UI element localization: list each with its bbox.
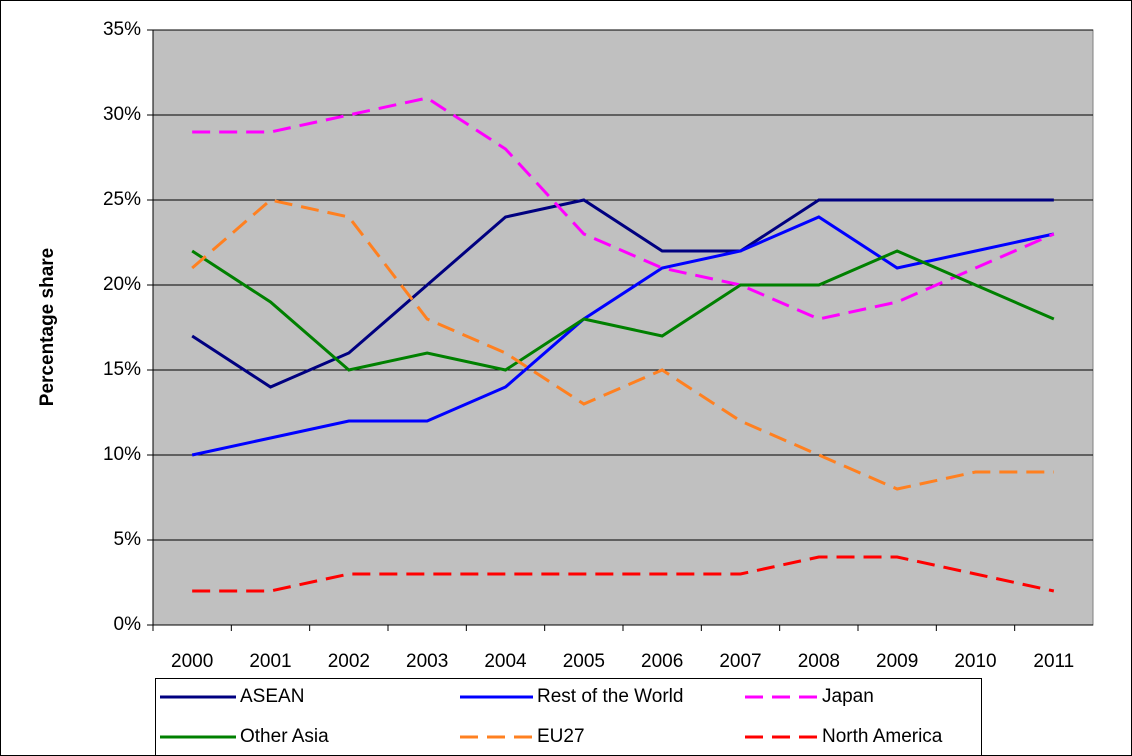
x-tick-label: 2008 — [798, 651, 840, 672]
legend-label: North America — [822, 726, 943, 747]
legend-label: Other Asia — [240, 726, 329, 747]
y-tick-label: 25% — [103, 189, 141, 210]
x-tick-label: 2006 — [641, 651, 683, 672]
legend-label: Japan — [822, 686, 874, 707]
x-tick-label: 2001 — [249, 651, 291, 672]
series-line — [192, 555, 1055, 593]
x-tick-label: 2009 — [876, 651, 918, 672]
x-tick-label: 2003 — [406, 651, 448, 672]
x-tick-label: 2005 — [563, 651, 605, 672]
series-line — [191, 215, 1055, 457]
legend — [155, 678, 982, 756]
y-tick-label: 10% — [103, 444, 141, 465]
y-axis-label: Percentage share — [37, 248, 58, 406]
x-tick-label: 2002 — [328, 651, 370, 672]
x-tick-label: 2011 — [1033, 651, 1074, 672]
x-tick-label: 2007 — [719, 651, 761, 672]
y-tick-label: 15% — [103, 359, 141, 380]
series-line — [191, 198, 1054, 491]
y-tick-label: 30% — [103, 104, 141, 125]
series-line — [191, 249, 1055, 372]
y-tick-label: 20% — [103, 274, 141, 295]
legend-label: EU27 — [537, 726, 585, 747]
x-tick-label: 2004 — [484, 651, 527, 672]
y-tick-label: 0% — [114, 614, 142, 635]
legend-label: Rest of the World — [537, 686, 683, 707]
y-tick-label: 5% — [114, 529, 142, 550]
x-tick-label: 2010 — [954, 651, 996, 672]
legend-label: ASEAN — [240, 686, 304, 707]
x-tick-label: 2000 — [171, 651, 213, 672]
y-tick-label: 35% — [103, 19, 141, 40]
series-line — [192, 96, 1055, 321]
